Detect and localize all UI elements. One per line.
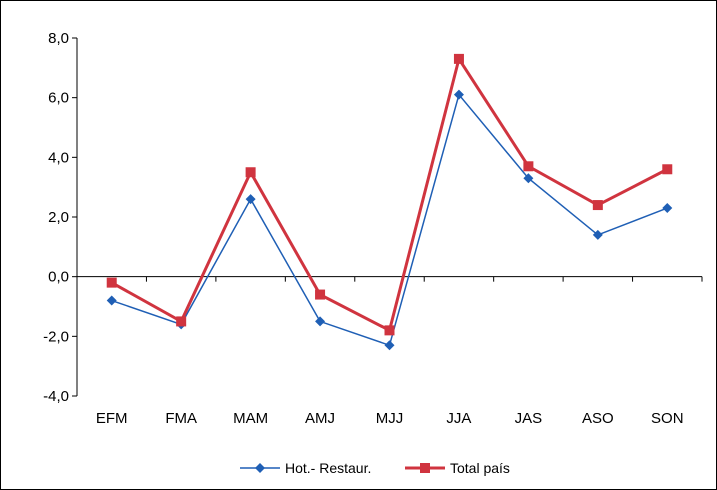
x-tick-label: ASO [582, 410, 614, 427]
y-axis-ticks: 8,0 6,0 4,0 2,0 0,0 -2,0 -4,0 [43, 30, 77, 405]
x-tick-label: JJA [446, 410, 471, 427]
y-tick-label: -2,0 [43, 328, 69, 345]
y-tick-label: 0,0 [48, 269, 69, 286]
x-tick-label: AMJ [305, 410, 335, 427]
data-point-square [176, 316, 187, 327]
legend-entry: Hot.- Restaur. [240, 460, 371, 476]
x-tick-label: MAM [233, 410, 268, 427]
data-point-square [523, 161, 534, 172]
data-point-square [420, 463, 430, 473]
data-point-diamond [662, 203, 673, 214]
series-2 [106, 53, 673, 336]
data-point-diamond [106, 295, 117, 306]
data-point-square [453, 53, 464, 64]
legend-label: Total país [450, 460, 510, 476]
y-tick-label: 2,0 [48, 209, 69, 226]
series-line [110, 55, 668, 333]
x-tick-label: JAS [515, 410, 543, 427]
series-line [111, 93, 668, 347]
data-point-square [315, 289, 326, 300]
data-point-diamond [315, 316, 326, 327]
data-point-square [245, 167, 256, 178]
legend-entry: Total país [405, 460, 510, 476]
chart-series [106, 53, 673, 351]
series-1 [106, 89, 673, 351]
data-point-square [662, 164, 673, 175]
y-tick-label: 8,0 [48, 30, 69, 47]
y-tick-label: 4,0 [48, 149, 69, 166]
data-point-diamond [523, 173, 534, 184]
legend-label: Hot.- Restaur. [285, 460, 371, 476]
x-axis-ticks: EFM FMA MAM AMJ MJJ JJA JAS ASO SON [76, 276, 703, 427]
data-point-square [106, 277, 117, 288]
data-point-diamond [255, 463, 265, 473]
data-point-diamond [245, 194, 256, 205]
x-tick-label: FMA [165, 410, 197, 427]
data-point-square [384, 325, 395, 336]
x-tick-label: MJJ [376, 410, 404, 427]
y-tick-label: 6,0 [48, 90, 69, 107]
data-point-diamond [592, 229, 603, 240]
data-point-square [592, 200, 603, 211]
data-point-diamond [384, 340, 395, 351]
data-point-diamond [453, 89, 464, 100]
chart-legend: Hot.- Restaur. Total país [240, 460, 510, 476]
x-tick-label: SON [651, 410, 684, 427]
x-tick-label: EFM [96, 410, 128, 427]
y-tick-label: -4,0 [43, 388, 69, 405]
